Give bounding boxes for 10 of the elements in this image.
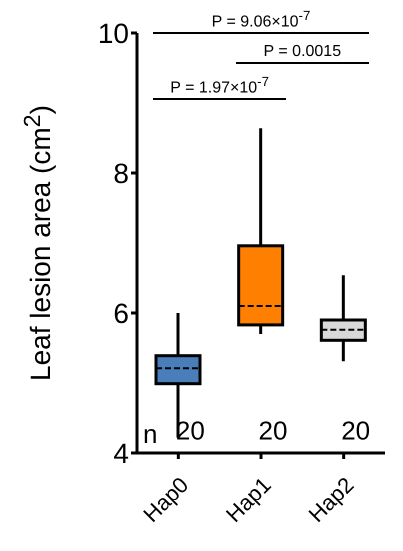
text: P = 9.06×10$^{-7}$ [210,8,312,32]
y-tick-label: 4 [113,438,129,469]
annotation: P = 1.97×10$^{-7}$ [169,74,270,98]
annotation: 20 [341,416,370,446]
annotation: P = 0.0015 [262,43,342,61]
annotation: 20 [258,416,288,446]
annotation: n [143,419,158,450]
y-tick-label: 10 [98,18,129,49]
y-tick-label: 8 [113,158,129,189]
y-tick-label: 6 [113,298,129,329]
